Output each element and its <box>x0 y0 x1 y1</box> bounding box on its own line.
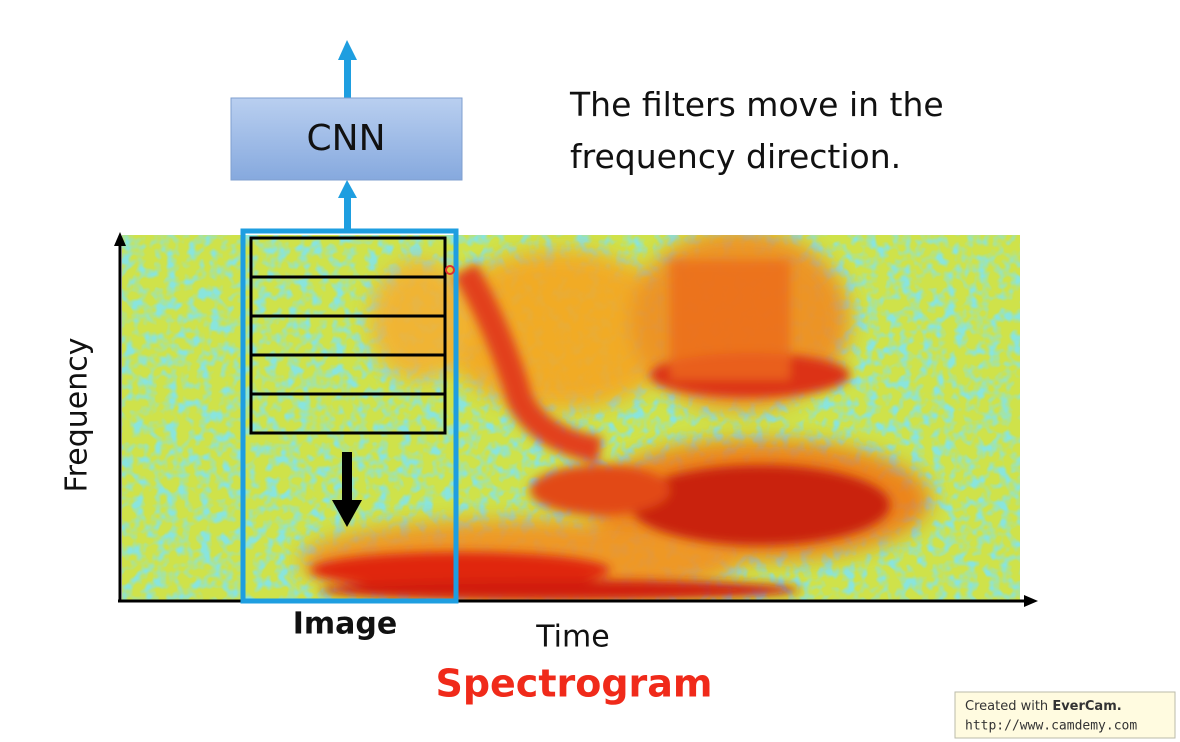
y-axis-label: Frequency <box>60 338 95 493</box>
x-axis-label: Time <box>535 620 609 655</box>
caption-line: frequency direction. <box>570 137 901 176</box>
watermark-line: Created with EverCam. <box>965 699 1122 714</box>
image-label: Image <box>293 607 398 642</box>
caption-line: The filters move in the <box>569 85 944 124</box>
image-window <box>240 228 459 604</box>
title: Spectrogram <box>435 662 712 706</box>
cursor <box>445 265 455 275</box>
watermark-brand: EverCam. <box>1052 699 1121 714</box>
cnn-box <box>230 97 463 181</box>
down-arrow <box>332 452 362 527</box>
cnn-label: CNN <box>307 118 386 159</box>
watermark-prefix: Created with <box>965 699 1048 714</box>
caption: The filters move in the frequency direct… <box>569 85 954 176</box>
watermark-url: http://www.camdemy.com <box>965 719 1137 734</box>
filters <box>249 236 447 435</box>
x-arrow <box>1024 595 1038 607</box>
filter-window <box>249 392 447 435</box>
y-arrow <box>114 232 126 246</box>
up-arrows <box>338 40 357 230</box>
watermark-box <box>954 691 1176 739</box>
spectrogram <box>122 235 1020 600</box>
